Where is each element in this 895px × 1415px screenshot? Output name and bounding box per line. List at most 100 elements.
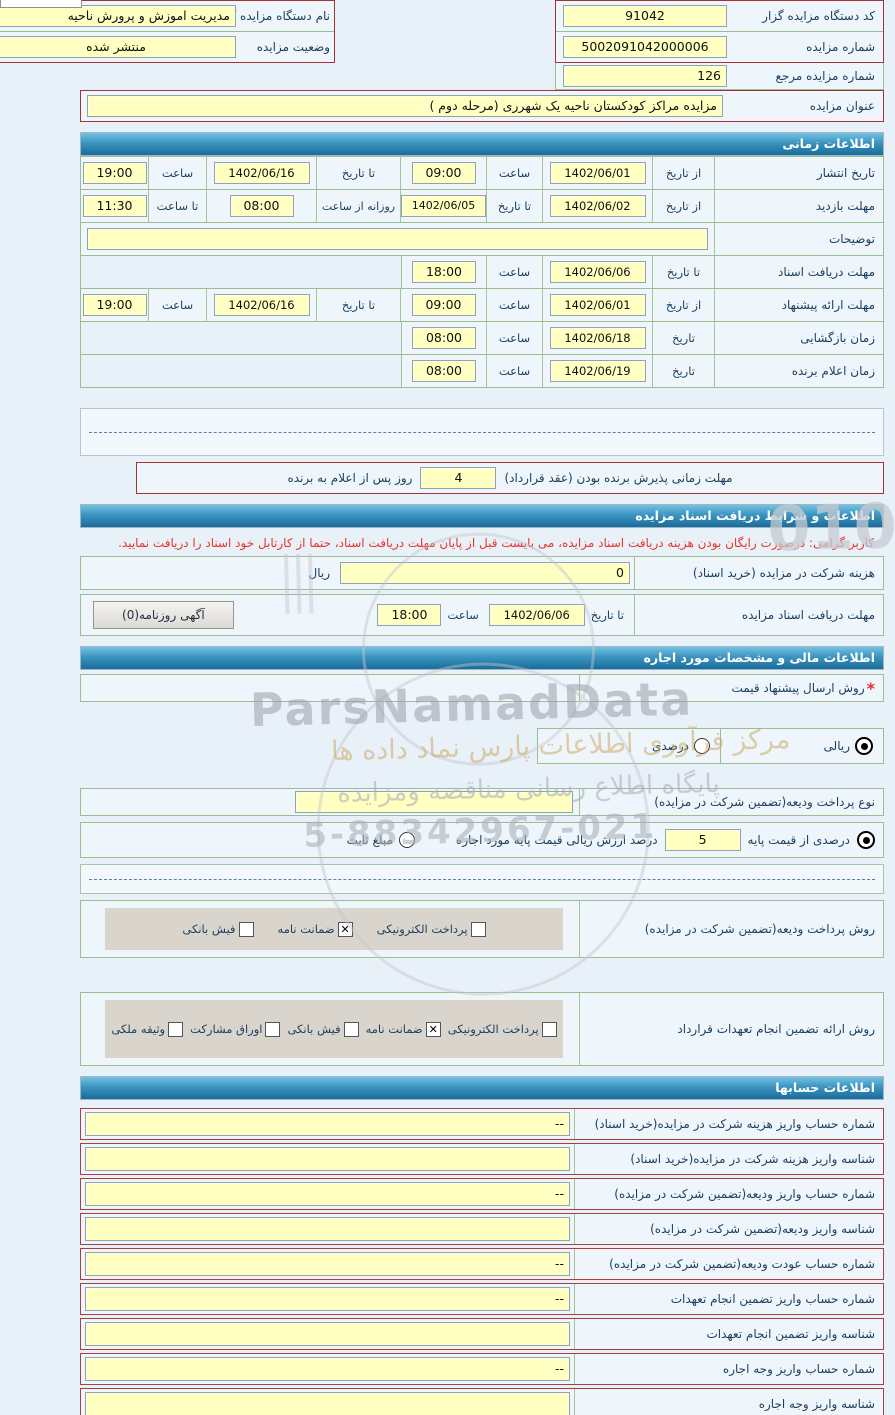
row-label: زمان بازگشایی (800, 331, 875, 345)
percent-radio[interactable] (694, 738, 710, 754)
date-input[interactable]: 1402/06/16 (213, 162, 310, 184)
bank-receipt-checkbox[interactable] (343, 1021, 359, 1037)
time-input[interactable]: 08:00 (412, 327, 476, 349)
caption: روزانه از ساعت (317, 190, 401, 222)
date-input[interactable]: 1402/06/19 (549, 360, 646, 382)
fee-unit: ریال (308, 566, 330, 580)
property-collateral-checkbox[interactable] (168, 1021, 184, 1037)
account-field[interactable]: -- (85, 1182, 570, 1206)
description-input[interactable] (87, 228, 708, 250)
fee-field[interactable]: 0 (340, 562, 630, 584)
contract-guarantee-row: روش ارائه تضمین انجام تعهدات قرارداد پرد… (80, 992, 884, 1066)
percent-option: درصدی (537, 728, 720, 764)
bank-receipt-checkbox[interactable] (238, 921, 254, 937)
visit-deadline-row: مهلت بازدید از تاریخ 1402/06/02 تا تاریخ… (81, 190, 883, 223)
status-field[interactable]: منتشر شده (0, 36, 236, 58)
rial-label: ریالی (823, 739, 850, 753)
winner-announce-row: زمان اعلام برنده تاریخ 1402/06/19 ساعت 0… (81, 355, 883, 388)
winner-acceptance-row: مهلت زمانی پذیرش برنده بودن (عقد قرارداد… (136, 462, 884, 494)
percent-of-base-radio[interactable] (857, 831, 875, 849)
contract-guarantee-label: روش ارائه تضمین انجام تعهدات قرارداد (677, 1022, 875, 1036)
caption: تا تاریخ (317, 289, 401, 321)
time-input[interactable]: 11:30 (82, 195, 147, 217)
guarantee-option: وثیقه ملکی (111, 1021, 184, 1037)
caption: ساعت (487, 289, 543, 321)
date-input[interactable]: 1402/06/16 (213, 294, 310, 316)
caption: تاریخ (653, 322, 715, 354)
newspaper-ad-button[interactable]: آگهی روزنامه(0) (93, 601, 234, 629)
section-header-accounts: اطلاعات حسابها (80, 1076, 884, 1100)
account-field[interactable] (85, 1217, 570, 1241)
time-input[interactable]: 09:00 (411, 162, 476, 184)
account-field[interactable]: -- (85, 1287, 570, 1311)
date-input[interactable]: 1402/06/18 (549, 327, 646, 349)
account-label: شناسه واریز تضمین انجام تعهدات (706, 1327, 876, 1341)
checkbox-label: اوراق مشارکت (190, 1022, 263, 1036)
time-input[interactable]: 08:00 (412, 360, 476, 382)
account-field[interactable] (85, 1322, 570, 1346)
time-input[interactable]: 08:00 (229, 195, 294, 217)
row-label: تاریخ انتشار (816, 166, 875, 180)
electronic-payment-checkbox[interactable] (470, 921, 486, 937)
reference-number-label: شماره مزایده مرجع (775, 69, 875, 83)
account-row: شماره حساب عودت ودیعه(تضمین شرکت در مزای… (80, 1248, 884, 1280)
checkbox-label: فیش بانکی (287, 1022, 341, 1036)
time-input[interactable]: 19:00 (82, 162, 147, 184)
electronic-payment-checkbox[interactable] (541, 1021, 557, 1037)
rial-radio[interactable] (855, 737, 873, 755)
acceptance-days-field[interactable]: 4 (420, 467, 497, 489)
account-field[interactable]: -- (85, 1252, 570, 1276)
description-row: توضیحات (81, 223, 883, 256)
date-input[interactable]: 1402/06/01 (549, 162, 646, 184)
separator-box (80, 864, 884, 894)
guarantee-letter-checkbox[interactable] (337, 921, 353, 937)
participation-bonds-checkbox[interactable] (265, 1021, 281, 1037)
section-header-financial: اطلاعات مالی و مشخصات مورد اجاره (80, 646, 884, 670)
acceptance-suffix: روز پس از اعلام به برنده (287, 471, 413, 485)
account-field[interactable] (85, 1147, 570, 1171)
empty-cell (81, 256, 401, 288)
account-row: شماره حساب واریز ودیعه(تضمین شرکت در مزا… (80, 1178, 884, 1210)
contract-guarantee-panel: پرداخت الکترونیکی ضمانت نامه فیش بانکی ا… (105, 1000, 563, 1058)
time-input[interactable]: 18:00 (377, 604, 442, 626)
auction-identity-block: کد دستگاه مزایده گزار 91042 شماره مزایده… (0, 0, 884, 63)
account-field[interactable] (85, 1392, 570, 1415)
reference-number-row: شماره مزایده مرجع 126 (80, 62, 884, 90)
auction-code-field[interactable]: 91042 (563, 5, 727, 27)
percent-value-field[interactable]: 5 (664, 829, 741, 851)
caption: تا تاریخ (590, 608, 624, 622)
reference-number-field[interactable]: 126 (563, 65, 727, 87)
account-field[interactable]: -- (85, 1357, 570, 1381)
date-input[interactable]: 1402/06/06 (488, 604, 585, 626)
deposit-method-option: پرداخت الکترونیکی (377, 921, 486, 937)
docs-notice-text: کاربر گرامی: درصورت رایگان بودن هزینه در… (118, 536, 874, 550)
fixed-amount-radio[interactable] (398, 832, 415, 848)
guarantee-option: پرداخت الکترونیکی (448, 1021, 557, 1037)
doc-receipt-deadline-row: مهلت دریافت اسناد تا تاریخ 1402/06/06 سا… (81, 256, 883, 289)
caption: ساعت (487, 256, 543, 288)
date-input[interactable]: 1402/06/06 (549, 261, 646, 283)
row-label: مهلت دریافت اسناد (777, 265, 875, 279)
time-input[interactable]: 18:00 (412, 261, 476, 283)
auction-title-field[interactable]: مزایده مراکز کودکستان ناحیه یک شهرری (مر… (87, 95, 723, 117)
date-input[interactable]: 1402/06/05 (401, 195, 486, 217)
guarantee-letter-checkbox[interactable] (425, 1021, 441, 1037)
time-input[interactable]: 19:00 (82, 294, 147, 316)
deposit-type-field[interactable] (295, 791, 573, 813)
publish-date-row: تاریخ انتشار از تاریخ 1402/06/01 ساعت 09… (81, 157, 883, 190)
account-label: شناسه واریز وجه اجاره (758, 1397, 875, 1411)
org-name-field[interactable]: مدیریت اموزش و پرورش ناحیه (0, 5, 236, 27)
date-input[interactable]: 1402/06/02 (549, 195, 646, 217)
time-input[interactable]: 09:00 (411, 294, 476, 316)
cutoff-element (0, 0, 82, 8)
caption: ساعت (149, 157, 207, 189)
checkbox-label: وثیقه ملکی (111, 1022, 166, 1036)
separator-box (80, 408, 884, 456)
account-field[interactable]: -- (85, 1112, 570, 1136)
caption: تاریخ (653, 355, 715, 387)
auction-id-group: کد دستگاه مزایده گزار 91042 شماره مزایده… (555, 0, 884, 63)
caption: تا ساعت (149, 190, 207, 222)
auction-number-field[interactable]: 5002091042000006 (563, 36, 727, 58)
caption: ساعت (487, 355, 543, 387)
date-input[interactable]: 1402/06/01 (549, 294, 646, 316)
